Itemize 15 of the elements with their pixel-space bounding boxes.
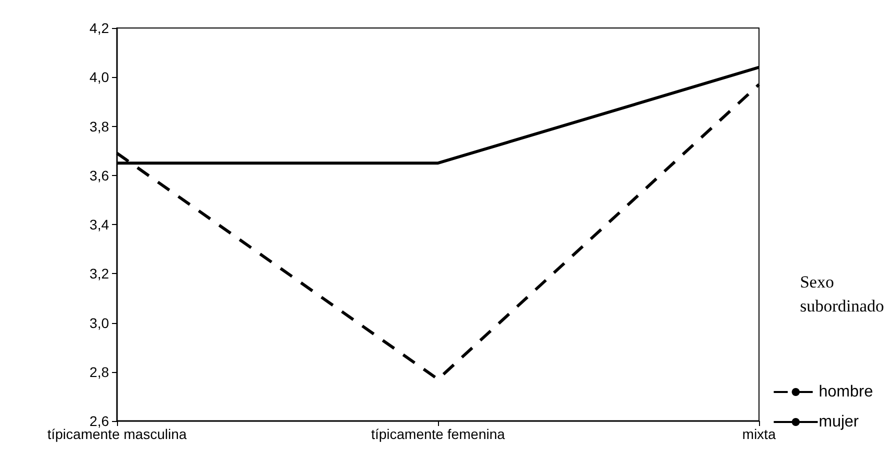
y-tick-label: 2,6 [90,413,110,429]
y-tick-label: 4,2 [90,20,110,36]
y-tick-label: 3,0 [90,314,110,331]
legend-title: Sexo subordinado [800,272,884,316]
legend-label: mujer [818,414,860,430]
x-tick-label: típicamente masculina [47,426,187,442]
y-tick-label: 3,6 [90,167,110,184]
y-tick-label: 3,8 [90,118,110,134]
x-tick-label: mixta [742,426,776,442]
x-tick-label: típicamente femenina [371,426,506,442]
y-tick-label: 3,2 [90,266,110,282]
legend-label: hombre [818,384,874,400]
y-tick-label: 4,0 [90,69,110,86]
y-tick-label: 3,4 [90,216,110,232]
y-tick-label: 2,8 [90,364,110,380]
